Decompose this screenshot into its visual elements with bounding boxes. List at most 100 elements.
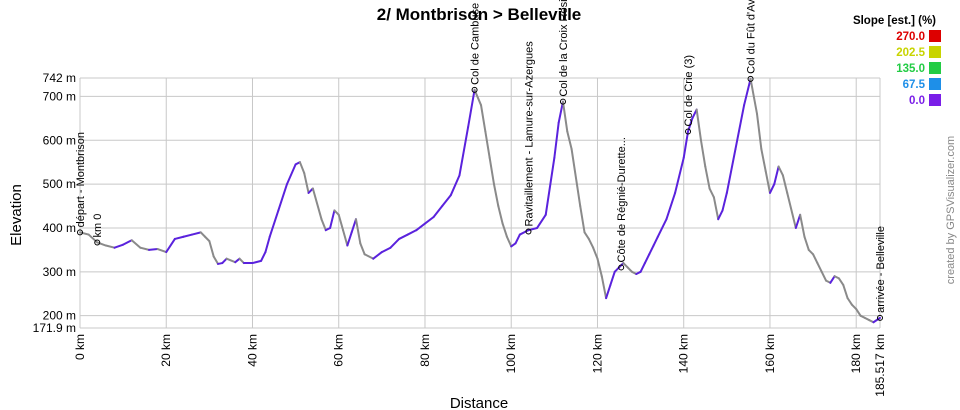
- elevation-segment: [501, 222, 508, 238]
- elevation-segment: [743, 77, 752, 107]
- y-tick-label: 400 m: [43, 221, 76, 235]
- elevation-segment: [225, 257, 237, 264]
- elevation-segment: [721, 191, 728, 212]
- elevation-segment: [600, 275, 608, 300]
- elevation-segment: [712, 196, 720, 221]
- elevation-segment: [605, 283, 612, 300]
- waypoint-label: arrivée - Belleville: [875, 226, 887, 313]
- elevation-segment: [648, 244, 655, 256]
- elevation-segment: [704, 165, 711, 190]
- elevation-segment: [570, 148, 582, 208]
- elevation-segment: [380, 246, 392, 254]
- elevation-segment: [842, 283, 849, 300]
- elevation-segment: [708, 187, 715, 199]
- legend-value: 67.5: [903, 79, 926, 91]
- elevation-segment: [480, 104, 487, 133]
- y-tick-label: 500 m: [43, 177, 76, 191]
- waypoint-marker: [747, 75, 754, 82]
- elevation-segment: [561, 100, 569, 133]
- elevation-segment: [303, 172, 310, 194]
- legend-swatch: [929, 46, 941, 58]
- elevation-segment: [415, 222, 426, 232]
- waypoint-label: km 0: [92, 214, 104, 238]
- elevation-segment: [208, 240, 215, 258]
- elevation-segment: [212, 255, 219, 265]
- elevation-segment: [342, 229, 349, 247]
- waypoint-marker: [77, 229, 83, 236]
- elevation-segment: [449, 174, 461, 197]
- elevation-segment: [837, 277, 845, 286]
- elevation-segment: [579, 205, 586, 234]
- elevation-segment: [768, 183, 776, 194]
- elevation-segment: [781, 174, 789, 194]
- elevation-segment: [799, 213, 806, 238]
- elevation-segment: [639, 262, 646, 273]
- elevation-segment: [359, 242, 366, 256]
- elevation-segment: [872, 316, 881, 324]
- elevation-segment: [536, 213, 547, 229]
- elevation-segment: [583, 231, 590, 240]
- waypoint-label: Ravitaillement - Lamure-sur-Azergues: [523, 41, 535, 227]
- x-tick-label: 120 km: [590, 334, 604, 373]
- elevation-segment: [221, 257, 228, 265]
- legend-swatch: [929, 62, 941, 74]
- elevation-segment: [734, 104, 746, 151]
- elevation-segment: [665, 191, 677, 221]
- elevation-segment: [829, 275, 836, 284]
- legend-title: Slope [est.] (%): [853, 15, 936, 27]
- waypoint-label: Col de la Croix Rosier: [558, 0, 570, 97]
- legend-swatch: [929, 30, 941, 42]
- elevation-segment: [277, 183, 288, 212]
- waypoint-marker: [559, 98, 566, 105]
- waypoint-marker: [525, 228, 532, 235]
- elevation-segment: [803, 235, 810, 251]
- x-tick-label: 185.517 km: [873, 334, 887, 397]
- elevation-segment: [807, 248, 815, 256]
- elevation-segment: [699, 139, 707, 168]
- y-axis-label: Elevation: [8, 184, 25, 246]
- x-tick-label: 80 km: [418, 334, 432, 367]
- elevation-segment: [725, 148, 737, 194]
- elevation-segment: [238, 257, 245, 265]
- elevation-segment: [79, 231, 90, 236]
- elevation-segment: [165, 237, 176, 254]
- elevation-segment: [505, 235, 513, 248]
- elevation-segment: [587, 237, 595, 249]
- elevation-segment: [406, 229, 418, 236]
- waypoint-marker: [685, 128, 692, 135]
- waypoints: départ - Montbrison km 0 Col de Cambuse Rav…: [75, 0, 887, 321]
- grid: [79, 77, 881, 329]
- elevation-segment: [199, 231, 207, 238]
- x-tick-label: 20 km: [159, 334, 173, 367]
- elevation-segment: [855, 308, 862, 317]
- elevation-segment: [320, 218, 327, 232]
- elevation-segment: [609, 270, 616, 286]
- waypoint-marker: [94, 239, 101, 246]
- elevation-segment: [173, 235, 185, 240]
- waypoint-marker: [618, 264, 625, 271]
- elevation-segment: [717, 209, 724, 221]
- elevation-segment: [760, 148, 767, 172]
- elevation-segment: [794, 213, 802, 229]
- elevation-segment: [350, 218, 357, 234]
- elevation-segment: [329, 209, 336, 229]
- elevation-segment: [441, 194, 452, 208]
- waypoint-label: Col de Cambuse: [470, 3, 482, 85]
- elevation-segment: [467, 88, 476, 129]
- elevation-segment: [674, 156, 685, 194]
- legend-value: 135.0: [896, 63, 925, 75]
- elevation-segment: [553, 121, 560, 159]
- elevation-segment: [652, 235, 659, 247]
- elevation-segment: [363, 253, 375, 260]
- elevation-segment: [372, 251, 383, 260]
- waypoint-label: Col de Crie (3): [683, 55, 695, 127]
- elevation-segment: [311, 187, 323, 221]
- legend-swatch: [929, 94, 941, 106]
- y-tick-label: 200 m: [43, 309, 76, 323]
- y-tick-label: 742 m: [43, 71, 76, 85]
- elevation-segment: [777, 165, 784, 177]
- x-axis-label: Distance: [450, 395, 508, 410]
- elevation-segment: [389, 237, 401, 249]
- elevation-segment: [682, 130, 690, 159]
